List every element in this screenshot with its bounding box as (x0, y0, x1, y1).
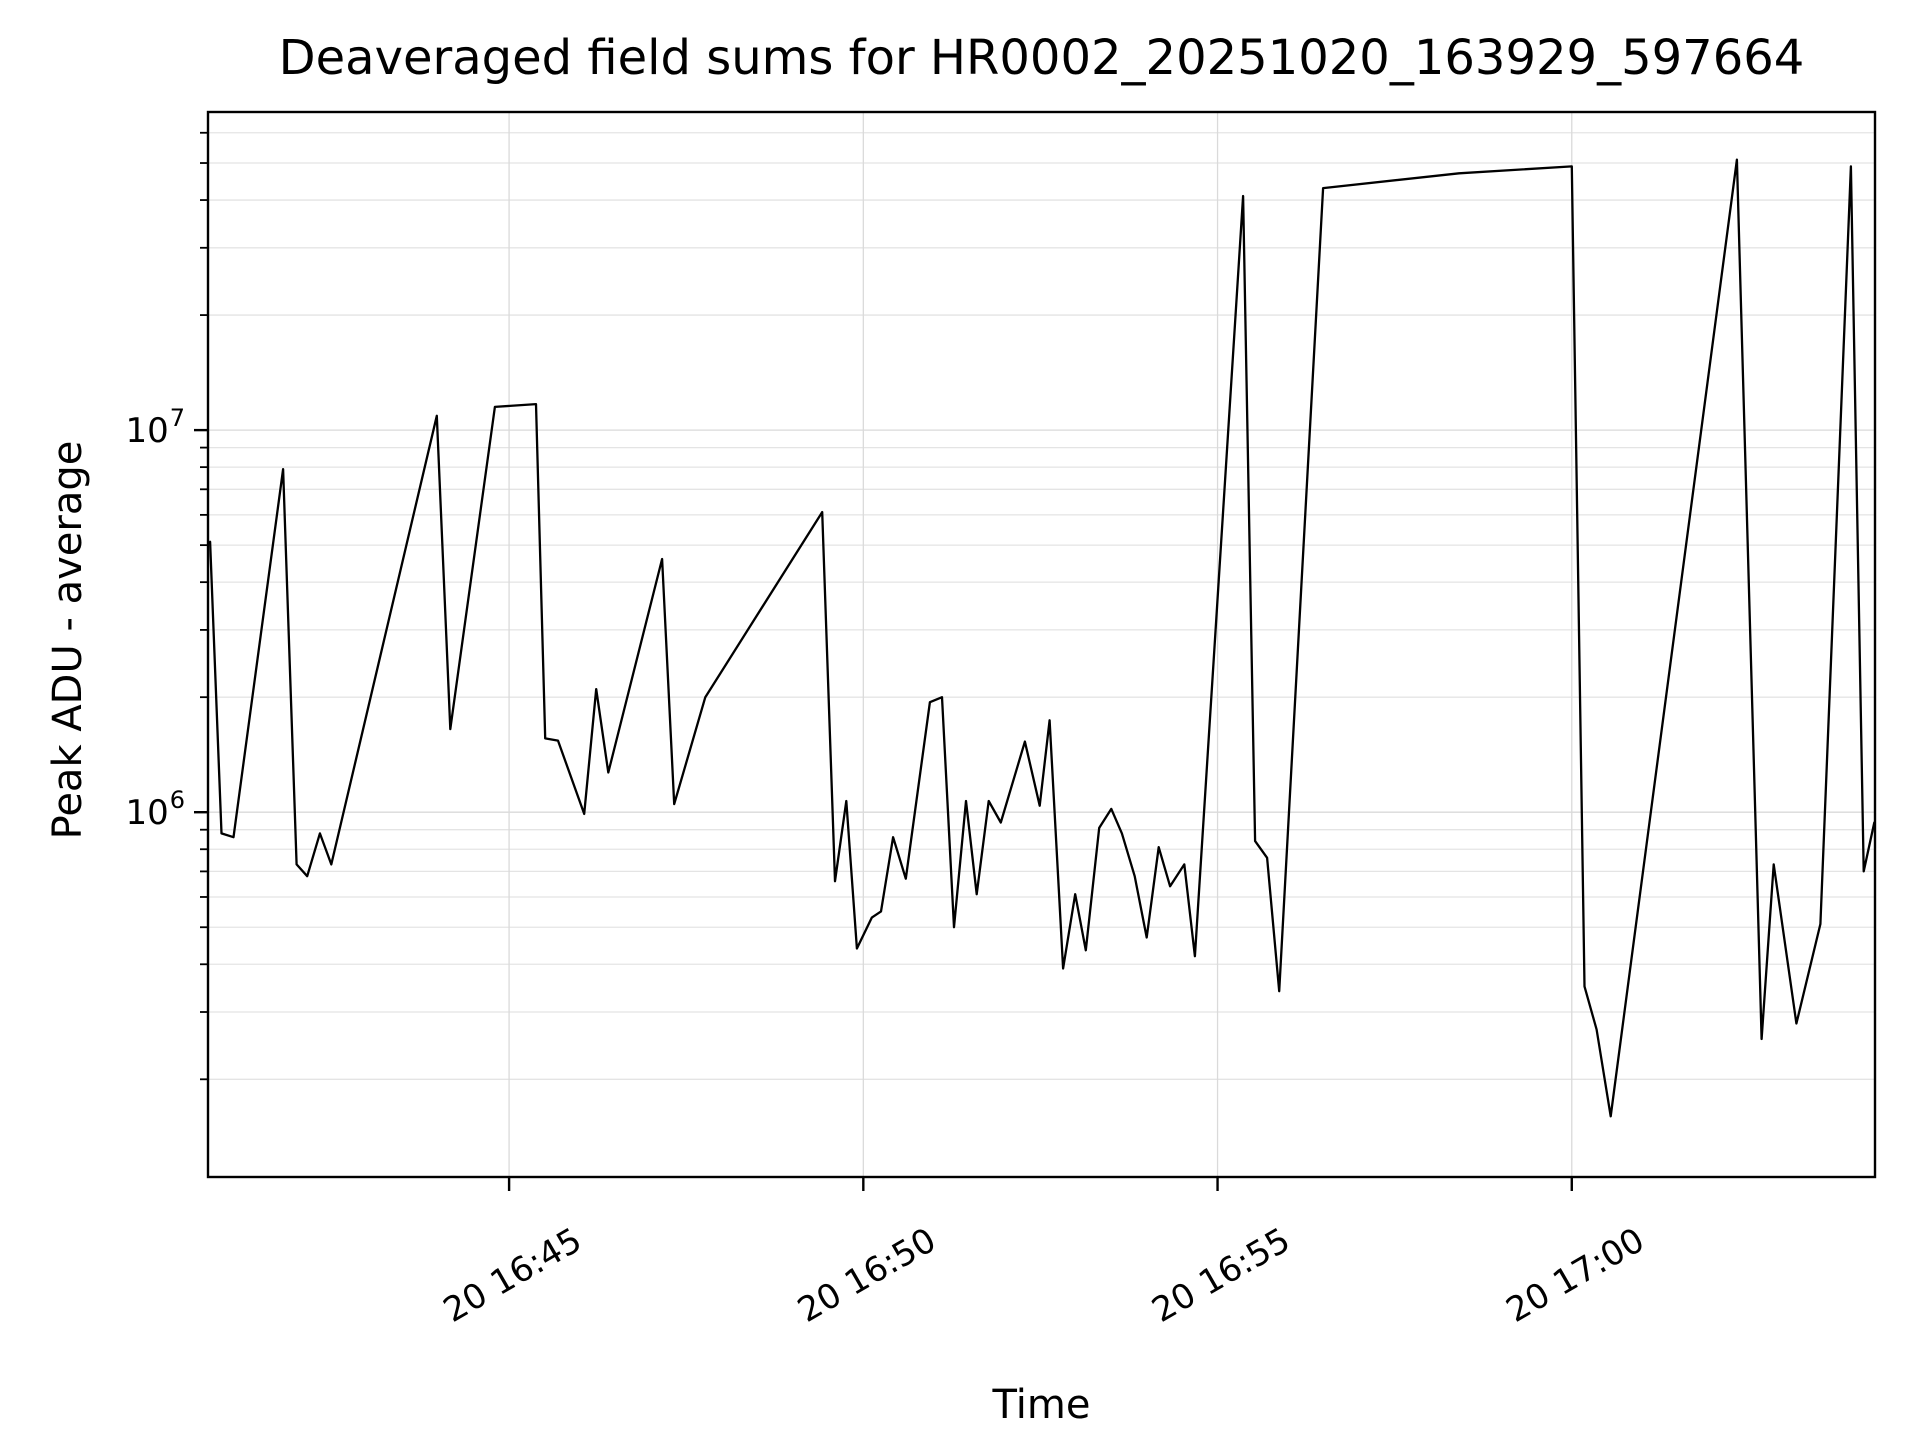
x-tick-label: 20 16:50 (791, 1220, 943, 1331)
x-axis-label: Time (992, 1382, 1091, 1428)
data-line (208, 158, 1875, 1118)
y-tick-label: 107 (125, 404, 185, 451)
y-axis-label: Peak ADU - average (45, 440, 91, 840)
plot-border (206, 110, 1877, 1179)
x-tick-label: 20 16:55 (1145, 1220, 1297, 1331)
x-tick-label: 20 16:45 (437, 1220, 589, 1331)
x-tick-label: 20 17:00 (1500, 1220, 1652, 1331)
y-tick-label: 106 (125, 786, 185, 833)
chart-title: Deaveraged field sums for HR0002_2025102… (278, 30, 1805, 86)
